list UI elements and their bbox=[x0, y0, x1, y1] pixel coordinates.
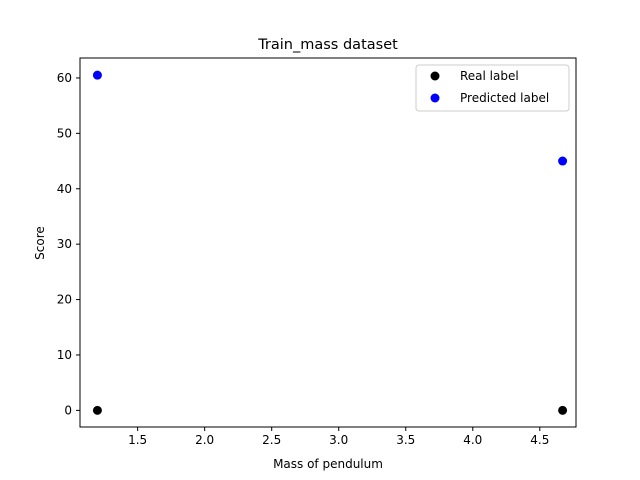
x-tick-label: 4.0 bbox=[463, 433, 482, 447]
x-tick-label: 3.5 bbox=[396, 433, 415, 447]
y-axis-label: Score bbox=[33, 226, 47, 260]
y-tick-label: 30 bbox=[57, 237, 72, 251]
plot-frame bbox=[79, 57, 577, 428]
legend-box bbox=[415, 64, 570, 112]
y-tick-label: 20 bbox=[57, 293, 72, 307]
y-tick-label: 60 bbox=[57, 71, 72, 85]
y-tick-label: 0 bbox=[64, 403, 72, 417]
y-tick-label: 50 bbox=[57, 126, 72, 140]
y-tick-label: 10 bbox=[57, 348, 72, 362]
legend-label: Real label bbox=[460, 69, 519, 83]
real-label-point bbox=[92, 405, 102, 415]
y-tick-label: 40 bbox=[57, 182, 72, 196]
x-tick-label: 3.0 bbox=[329, 433, 348, 447]
chart-title: Train_mass dataset bbox=[257, 37, 398, 53]
x-tick-label: 2.5 bbox=[262, 433, 281, 447]
axes: 1.5 2.0 2.5 3.0 3.5 4.0 4.5 0 10 20 30 40 50 60 bbox=[57, 57, 577, 447]
predicted-label-point bbox=[92, 70, 102, 80]
x-tick-label: 1.5 bbox=[128, 433, 147, 447]
legend-label: Predicted label bbox=[460, 91, 549, 105]
x-tick-label: 4.5 bbox=[530, 433, 549, 447]
legend-marker bbox=[430, 93, 440, 103]
x-tick-label: 2.0 bbox=[195, 433, 214, 447]
legend: Real label Predicted label bbox=[415, 64, 570, 112]
legend-marker bbox=[430, 71, 440, 81]
predicted-label-point bbox=[558, 156, 568, 166]
real-label-point bbox=[558, 405, 568, 415]
data-points bbox=[92, 70, 568, 415]
x-axis-label: Mass of pendulum bbox=[273, 457, 383, 471]
